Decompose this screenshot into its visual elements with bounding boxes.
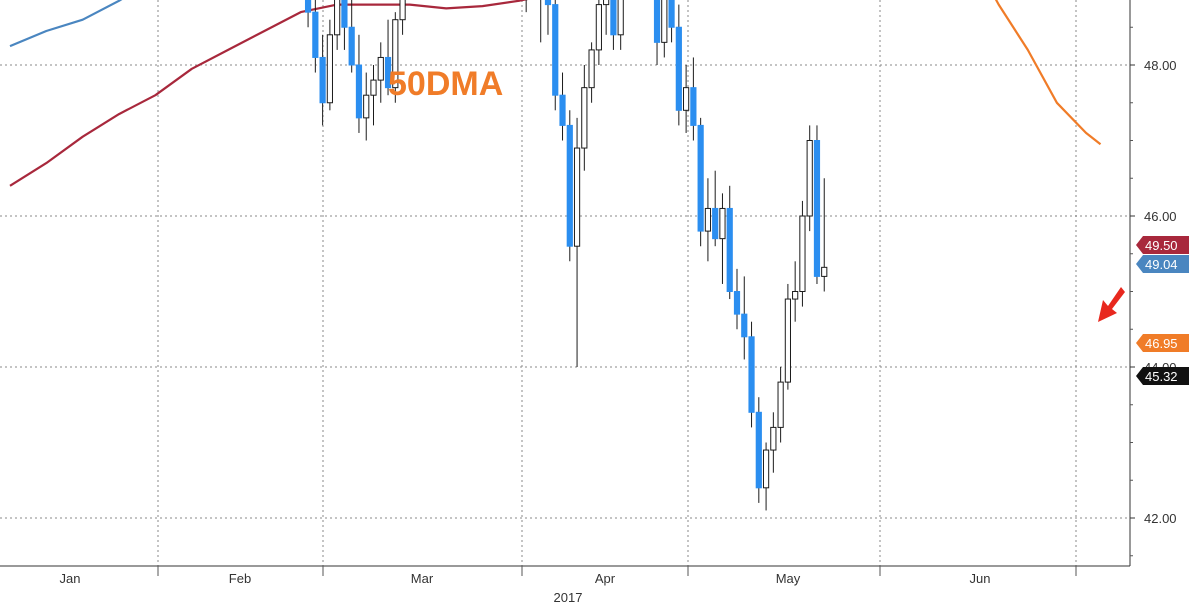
x-tick-label-0: Jan [60,571,81,586]
candles-layer [304,0,828,511]
candle-54 [399,0,406,35]
x-tick-label-4: May [776,571,801,586]
candle-43 [319,34,326,126]
candle-90 [661,0,668,58]
candle-50 [370,65,377,126]
candle-80 [588,42,595,103]
badge-ma200: 49.50 [1136,236,1189,254]
candle-82 [603,0,610,35]
red-arrow-icon [1098,287,1125,322]
badge-label-last: 45.32 [1145,369,1178,384]
candle-46 [341,0,348,50]
candle-47 [348,0,355,73]
badge-label-ma200: 49.50 [1145,238,1178,253]
candle-51 [377,42,384,103]
candle-41 [304,0,312,28]
candle-99 [726,185,733,300]
y-tick-label-0: 42.00 [1144,511,1177,526]
x-tick-label-1: Feb [229,571,251,586]
badge-last: 45.32 [1136,367,1189,385]
grid-lines [0,0,1130,566]
candle-53 [392,12,399,103]
candle-105 [770,412,777,473]
badge-label-ma100: 49.04 [1145,257,1178,272]
candle-106 [777,367,784,443]
badge-ma100: 49.04 [1136,255,1189,273]
ma200-layer [9,0,529,187]
candle-95 [697,117,704,247]
candle-97 [712,170,719,247]
ma50-annotation: 50DMA [388,65,503,103]
candle-78 [573,117,581,367]
candle-89 [653,0,661,65]
candle-111 [813,125,821,284]
x-tick-label-2: Mar [411,571,434,586]
candle-71 [525,0,527,13]
candle-102 [748,321,755,428]
candle-109 [799,200,806,307]
candle-100 [733,268,741,330]
candle-104 [762,442,770,511]
last-value-badges: 49.50 49.04 46.95 45.32 [1136,236,1189,385]
candle-96 [704,178,712,262]
candle-110 [806,125,813,232]
badge-ma50: 46.95 [1136,334,1189,352]
candle-91 [668,0,675,43]
candle-74 [544,0,552,35]
candle-75 [552,0,559,111]
ma200-line [9,0,529,187]
candle-84 [617,0,624,50]
x-tick-label-5: Jun [970,571,991,586]
candle-49 [363,72,370,141]
x-tick-label-3: Apr [595,571,616,586]
candle-73 [540,0,542,43]
candle-93 [683,65,690,133]
candle-81 [595,0,602,65]
candle-45 [334,0,341,50]
badge-label-ma50: 46.95 [1145,336,1178,351]
y-tick-label-2: 46.00 [1144,209,1177,224]
candle-92 [675,4,682,126]
candle-79 [581,65,588,171]
candle-42 [312,0,319,73]
candle-76 [559,72,566,141]
candle-98 [719,193,726,284]
x-year-label: 2017 [554,590,583,605]
x-axis-ticks: Jan Feb Mar Apr May Jun [60,566,1077,586]
candle-112 [821,178,828,292]
candle-108 [792,261,799,322]
candle-77 [566,110,573,262]
y-tick-label-3: 48.00 [1144,58,1177,73]
candle-94 [690,57,697,141]
candle-103 [755,397,762,503]
candle-44 [326,19,333,111]
candle-101 [741,276,748,360]
candle-52 [384,19,392,96]
candle-83 [610,0,617,50]
candle-48 [355,34,363,133]
candle-107 [784,283,791,390]
